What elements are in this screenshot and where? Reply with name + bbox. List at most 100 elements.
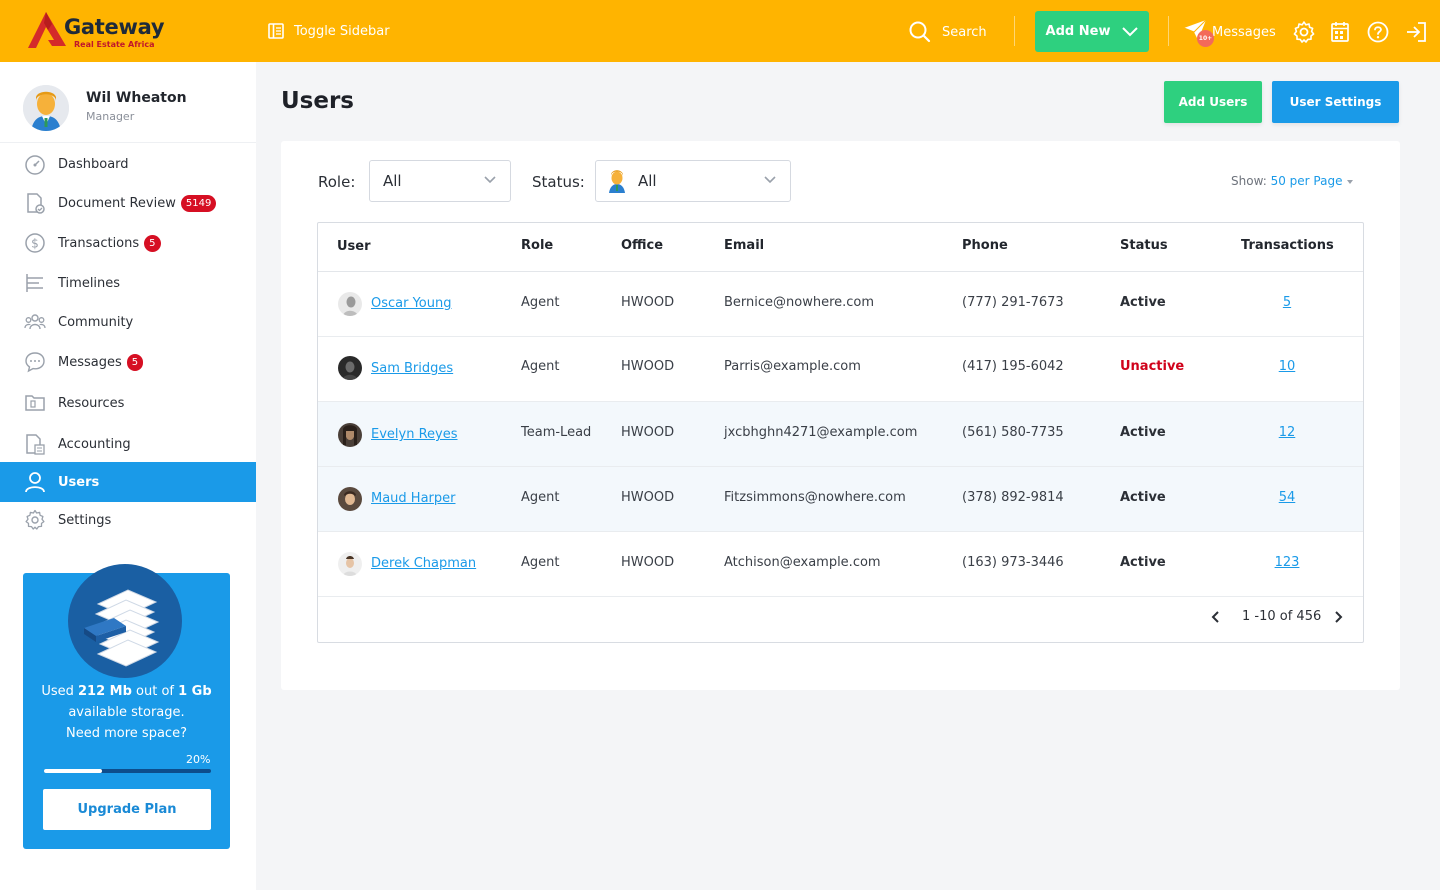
sidebar-item-document-review[interactable]: Document Review 5149 — [0, 183, 256, 223]
sidebar-item-accounting[interactable]: Accounting — [0, 424, 256, 464]
transactions-link[interactable]: 10 — [1278, 359, 1296, 374]
transactions-icon: $ — [23, 232, 46, 255]
table-row: Sam Bridges Agent HWOOD Parris@example.c… — [318, 337, 1363, 402]
status-filter-select[interactable]: All — [595, 160, 791, 202]
sidebar-item-transactions[interactable]: $ Transactions 5 — [0, 223, 256, 263]
sidebar-item-settings[interactable]: Settings — [0, 500, 256, 540]
transactions-link[interactable]: 5 — [1282, 295, 1292, 310]
sidebar-item-messages[interactable]: Messages 5 — [0, 342, 256, 382]
search-label: Search — [942, 24, 987, 40]
user-avatar — [338, 487, 362, 511]
user-email: Bernice@nowhere.com — [724, 295, 875, 310]
user-status: Active — [1120, 555, 1166, 570]
brand-logo[interactable]: Gateway Real Estate Africa — [26, 10, 176, 52]
status-filter-label: Status: — [532, 173, 585, 191]
chevron-down-icon — [764, 176, 776, 184]
column-header-email[interactable]: Email — [724, 238, 765, 253]
user-email: Fitzsimmons@nowhere.com — [724, 490, 906, 505]
timelines-icon — [23, 272, 46, 295]
count-badge: 5 — [126, 353, 144, 371]
toggle-sidebar-button[interactable]: Toggle Sidebar — [268, 21, 390, 41]
messages-button[interactable]: 10+ Messages — [1182, 18, 1276, 47]
settings-icon — [23, 509, 46, 532]
storage-used-prefix: Used — [41, 684, 78, 699]
column-header-role[interactable]: Role — [521, 238, 554, 253]
user-status: Active — [1120, 490, 1166, 505]
role-filter-select[interactable]: All — [369, 160, 511, 202]
sidebar-item-label: Accounting — [58, 436, 131, 452]
chevron-down-icon — [1122, 26, 1139, 36]
chevron-right-icon — [1335, 611, 1343, 623]
transactions-link[interactable]: 123 — [1274, 555, 1300, 570]
user-avatar — [338, 552, 362, 576]
storage-need-more-text: Need more space? — [66, 726, 187, 741]
add-users-button[interactable]: Add Users — [1164, 81, 1262, 123]
user-name-link[interactable]: Sam Bridges — [371, 361, 454, 376]
profile-role: Manager — [86, 110, 135, 123]
sidebar-item-users[interactable]: Users — [0, 462, 256, 502]
show-label: Show: — [1231, 174, 1267, 188]
sidebar-item-timelines[interactable]: Timelines — [0, 263, 256, 303]
svg-text:$: $ — [31, 237, 39, 251]
accounting-icon — [23, 433, 46, 456]
per-page-selector[interactable]: Show: 50 per Page — [1231, 174, 1354, 188]
column-header-user[interactable]: User — [337, 239, 371, 254]
user-name-link[interactable]: Evelyn Reyes — [371, 427, 458, 442]
sidebar-item-resources[interactable]: Resources — [0, 383, 256, 423]
help-icon[interactable] — [1366, 20, 1390, 44]
caret-down-icon — [1347, 180, 1354, 184]
user-office: HWOOD — [621, 359, 675, 374]
sidebar-item-dashboard[interactable]: Dashboard — [0, 144, 256, 184]
user-phone: (561) 580-7735 — [962, 425, 1064, 440]
user-role: Agent — [521, 359, 560, 374]
chevron-left-icon — [1211, 611, 1219, 623]
user-profile[interactable]: Wil Wheaton Manager — [0, 62, 256, 143]
page-title: Users — [281, 88, 354, 114]
sidebar-item-label: Settings — [58, 512, 112, 528]
logout-icon[interactable] — [1404, 20, 1428, 44]
user-settings-button[interactable]: User Settings — [1272, 81, 1399, 123]
add-new-button[interactable]: Add New — [1035, 11, 1149, 52]
avatar — [23, 85, 69, 131]
sidebar-item-label: Timelines — [58, 275, 121, 291]
table-row: Evelyn Reyes Team-Lead HWOOD jxcbhghn427… — [318, 402, 1363, 467]
column-header-transactions[interactable]: Transactions — [1241, 238, 1334, 253]
pagination-label: 1 -10 of 456 — [1242, 609, 1322, 624]
search-button[interactable]: Search — [908, 20, 987, 44]
user-name-link[interactable]: Maud Harper — [371, 491, 456, 506]
settings-icon[interactable] — [1292, 20, 1316, 44]
upgrade-plan-button[interactable]: Upgrade Plan — [43, 789, 211, 830]
next-page-button[interactable] — [1330, 609, 1346, 625]
role-filter-label: Role: — [318, 173, 356, 191]
topbar-divider — [1168, 16, 1169, 46]
sidebar-item-label: Transactions — [58, 235, 140, 251]
table-row: Oscar Young Agent HWOOD Bernice@nowhere.… — [318, 272, 1363, 337]
profile-name: Wil Wheaton — [86, 90, 187, 106]
user-name-link[interactable]: Derek Chapman — [371, 556, 477, 571]
column-header-status[interactable]: Status — [1120, 238, 1168, 253]
sidebar-item-label: Resources — [58, 395, 125, 411]
sidebar-item-label: Messages — [58, 354, 122, 370]
sidebar-item-label: Document Review — [58, 195, 176, 211]
calendar-icon[interactable] — [1329, 20, 1353, 44]
count-badge: 5 — [144, 234, 161, 252]
storage-progress-fill — [44, 769, 103, 773]
table-header: User Role Office Email Phone Status Tran… — [318, 223, 1363, 272]
user-email: Atchison@example.com — [724, 555, 881, 570]
column-header-phone[interactable]: Phone — [962, 238, 1008, 253]
transactions-link[interactable]: 12 — [1278, 425, 1296, 440]
user-name-link[interactable]: Oscar Young — [371, 296, 452, 311]
sidebar-item-label: Dashboard — [58, 156, 129, 172]
transactions-link[interactable]: 54 — [1278, 490, 1296, 505]
previous-page-button[interactable] — [1208, 609, 1224, 625]
storage-panel: Used 212 Mb out of 1 Gb available storag… — [23, 564, 230, 849]
user-phone: (777) 291-7673 — [962, 295, 1064, 310]
user-email: jxcbhghn4271@example.com — [724, 425, 918, 440]
user-office: HWOOD — [621, 555, 675, 570]
storage-total: 1 Gb — [178, 684, 212, 699]
dashboard-icon — [23, 153, 46, 176]
users-table: User Role Office Email Phone Status Tran… — [317, 222, 1364, 643]
sidebar-item-community[interactable]: Community — [0, 302, 256, 342]
user-phone: (417) 195-6042 — [962, 359, 1064, 374]
column-header-office[interactable]: Office — [621, 238, 664, 253]
